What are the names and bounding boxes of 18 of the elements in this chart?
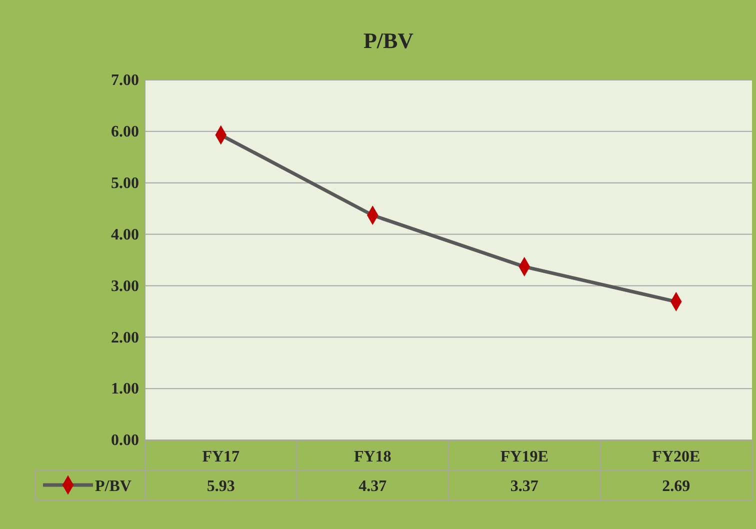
y-tick-label: 0.00 xyxy=(111,432,139,450)
x-tick-label: FY20E xyxy=(652,448,700,466)
y-tick-label: 2.00 xyxy=(111,329,139,346)
y-tick-label: 7.00 xyxy=(111,72,139,90)
x-tick-label: FY19E xyxy=(500,448,548,466)
y-tick-label: 4.00 xyxy=(111,226,139,244)
legend-label: P/BV xyxy=(95,478,132,495)
y-tick-label: 6.00 xyxy=(111,124,139,141)
y-tick-label: 3.00 xyxy=(111,278,139,295)
data-label: 3.37 xyxy=(510,478,538,495)
x-tick-label: FY17 xyxy=(202,448,240,466)
x-tick-label: FY18 xyxy=(354,448,392,466)
y-tick-label: 5.00 xyxy=(111,174,139,192)
chart-title: P/BV xyxy=(363,28,414,53)
data-label: 2.69 xyxy=(662,478,690,495)
data-label: 4.37 xyxy=(358,478,387,495)
y-tick-label: 1.00 xyxy=(111,380,139,398)
data-label: 5.93 xyxy=(206,478,235,495)
